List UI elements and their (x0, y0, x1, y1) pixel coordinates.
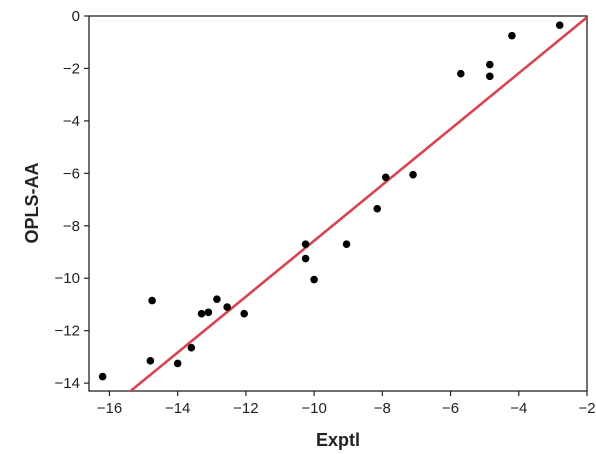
data-point (223, 303, 231, 311)
data-point (508, 31, 516, 40)
data-point (342, 240, 351, 248)
data-point (148, 296, 156, 305)
y-axis-title: OPLS-AA (22, 162, 42, 243)
data-point (146, 357, 155, 365)
x-tick-label: −14 (165, 400, 190, 417)
x-tick-label: −6 (442, 400, 459, 417)
data-point (240, 309, 248, 318)
y-tick-label: −8 (63, 218, 80, 235)
x-tick-label: −4 (510, 400, 527, 417)
y-tick-label: −4 (63, 113, 80, 130)
y-tick-label: −10 (55, 270, 80, 287)
data-point (197, 309, 206, 318)
y-tick-label: 0 (72, 8, 80, 25)
data-point (456, 69, 465, 78)
data-point (373, 204, 382, 213)
data-point (381, 173, 390, 182)
x-tick-label: −8 (374, 400, 391, 417)
data-point (409, 170, 417, 179)
plot-frame (88, 15, 588, 392)
y-tick-label: −14 (55, 375, 80, 392)
x-tick-label: −16 (97, 400, 122, 417)
data-point (213, 295, 221, 304)
y-tick-label: −6 (63, 165, 80, 182)
x-axis-title: Exptl (316, 430, 360, 450)
data-point (98, 372, 107, 381)
x-tick-label: −2 (578, 400, 595, 417)
x-tick-label: −12 (233, 400, 258, 417)
data-point (173, 359, 182, 368)
data-point (301, 240, 310, 248)
data-point (555, 21, 564, 29)
data-point (485, 60, 494, 69)
y-tick-label: −12 (55, 323, 80, 340)
data-point (204, 308, 213, 317)
x-tick-label: −10 (301, 400, 326, 417)
data-point (301, 254, 310, 263)
data-point (187, 343, 196, 352)
fit-line (128, 16, 587, 391)
y-tick-label: −2 (63, 60, 80, 77)
data-point (485, 72, 494, 81)
data-point (310, 275, 318, 284)
